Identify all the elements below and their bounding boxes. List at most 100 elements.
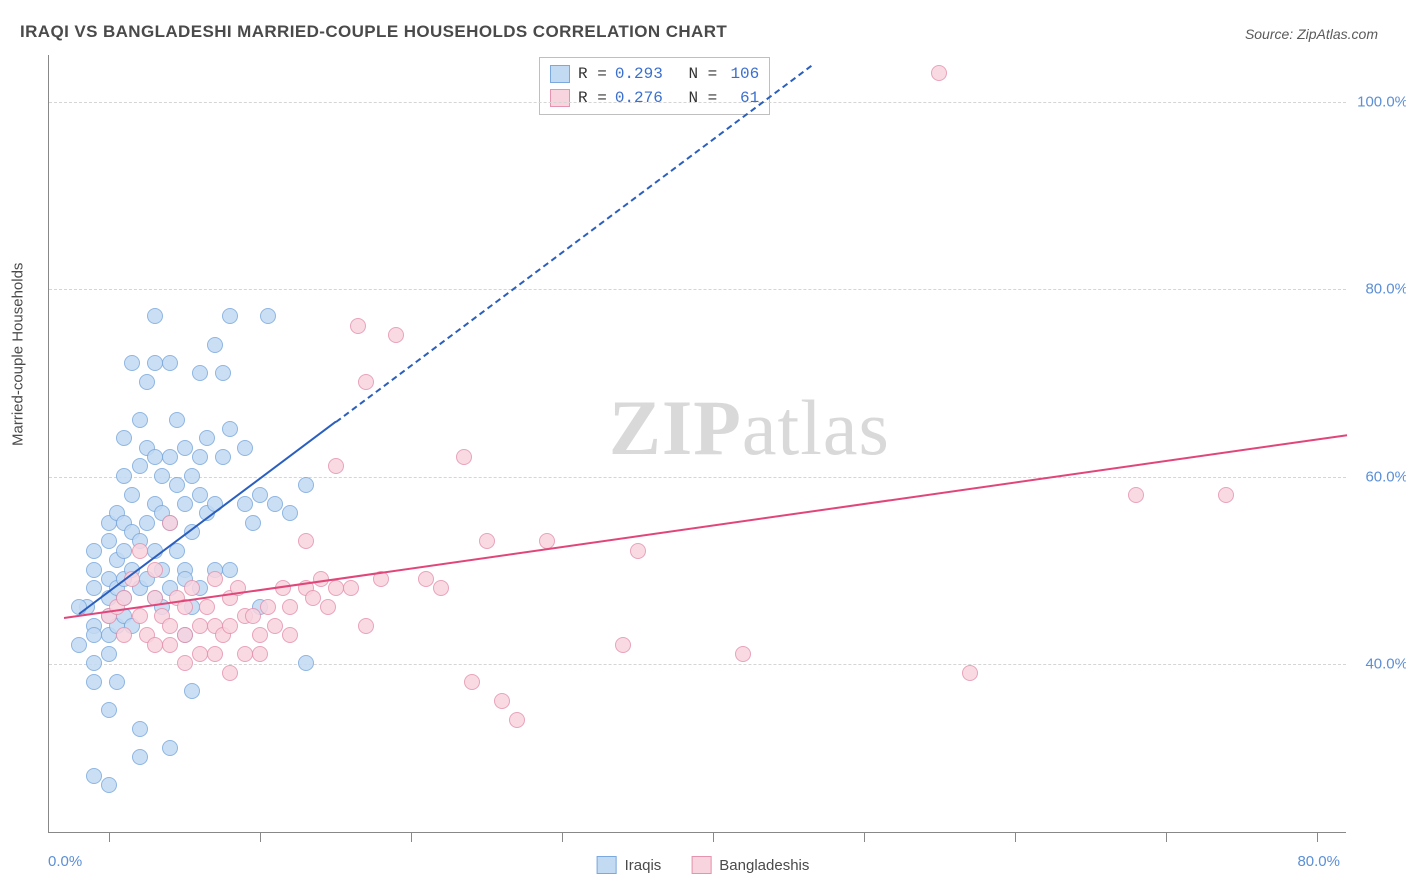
scatter-point (215, 449, 231, 465)
scatter-point (343, 580, 359, 596)
scatter-point (207, 646, 223, 662)
scatter-point (132, 412, 148, 428)
gridline-h (49, 477, 1346, 478)
scatter-point (252, 627, 268, 643)
x-tick (1317, 833, 1318, 842)
y-tick-label: 60.0% (1365, 468, 1406, 485)
scatter-point (282, 627, 298, 643)
y-tick-label: 40.0% (1365, 656, 1406, 673)
scatter-point (630, 543, 646, 559)
stat-n-label: N = (688, 62, 717, 86)
scatter-point (116, 627, 132, 643)
scatter-point (222, 618, 238, 634)
x-axis-label-max: 80.0% (1297, 853, 1340, 870)
scatter-point (184, 468, 200, 484)
scatter-point (298, 477, 314, 493)
x-tick (1015, 833, 1016, 842)
scatter-point (101, 777, 117, 793)
x-tick (864, 833, 865, 842)
stat-swatch (550, 89, 570, 107)
scatter-point (350, 318, 366, 334)
scatter-point (132, 458, 148, 474)
scatter-point (86, 562, 102, 578)
scatter-point (184, 683, 200, 699)
series-legend: Iraqis Bangladeshis (597, 856, 810, 874)
scatter-point (267, 496, 283, 512)
scatter-point (328, 580, 344, 596)
gridline-h (49, 664, 1346, 665)
scatter-point (154, 468, 170, 484)
scatter-point (147, 637, 163, 653)
scatter-point (124, 487, 140, 503)
y-axis-title: Married-couple Households (10, 263, 27, 446)
x-tick (260, 833, 261, 842)
chart-title: IRAQI VS BANGLADESHI MARRIED-COUPLE HOUS… (20, 22, 727, 42)
y-tick-label: 100.0% (1357, 93, 1406, 110)
scatter-point (207, 571, 223, 587)
scatter-point (184, 580, 200, 596)
scatter-point (86, 543, 102, 559)
scatter-point (464, 674, 480, 690)
scatter-point (494, 693, 510, 709)
x-tick (1166, 833, 1167, 842)
stat-swatch (550, 65, 570, 83)
legend-label-iraqis: Iraqis (625, 857, 662, 874)
scatter-point (116, 430, 132, 446)
scatter-point (86, 655, 102, 671)
scatter-point (456, 449, 472, 465)
scatter-point (177, 627, 193, 643)
scatter-point (222, 665, 238, 681)
scatter-point (222, 562, 238, 578)
scatter-point (931, 65, 947, 81)
scatter-point (132, 749, 148, 765)
x-tick (109, 833, 110, 842)
scatter-point (358, 618, 374, 634)
watermark-light: atlas (742, 384, 890, 471)
scatter-point (1218, 487, 1234, 503)
stat-n-value: 106 (725, 62, 759, 86)
scatter-point (305, 590, 321, 606)
scatter-point (162, 618, 178, 634)
scatter-point (358, 374, 374, 390)
scatter-point (252, 646, 268, 662)
scatter-point (86, 627, 102, 643)
scatter-point (192, 646, 208, 662)
scatter-point (116, 590, 132, 606)
scatter-point (222, 421, 238, 437)
scatter-point (132, 608, 148, 624)
scatter-point (298, 655, 314, 671)
scatter-point (147, 355, 163, 371)
scatter-point (192, 449, 208, 465)
x-tick (562, 833, 563, 842)
scatter-point (147, 449, 163, 465)
scatter-point (147, 562, 163, 578)
scatter-point (116, 468, 132, 484)
scatter-point (615, 637, 631, 653)
scatter-point (479, 533, 495, 549)
gridline-h (49, 289, 1346, 290)
scatter-point (169, 412, 185, 428)
scatter-point (237, 646, 253, 662)
scatter-point (735, 646, 751, 662)
legend-swatch-iraqis (597, 856, 617, 874)
y-tick-label: 80.0% (1365, 281, 1406, 298)
scatter-point (222, 308, 238, 324)
scatter-point (207, 337, 223, 353)
scatter-point (267, 618, 283, 634)
scatter-point (162, 355, 178, 371)
stat-row: R =0.276 N =61 (550, 86, 759, 110)
scatter-point (162, 740, 178, 756)
scatter-point (139, 374, 155, 390)
chart-container: IRAQI VS BANGLADESHI MARRIED-COUPLE HOUS… (0, 0, 1406, 892)
watermark-bold: ZIP (609, 384, 742, 471)
scatter-point (237, 440, 253, 456)
scatter-point (162, 449, 178, 465)
scatter-point (260, 308, 276, 324)
scatter-point (192, 365, 208, 381)
scatter-point (86, 674, 102, 690)
scatter-point (101, 702, 117, 718)
scatter-point (162, 637, 178, 653)
scatter-point (101, 646, 117, 662)
legend-item-bangladeshis: Bangladeshis (691, 856, 809, 874)
scatter-point (298, 533, 314, 549)
